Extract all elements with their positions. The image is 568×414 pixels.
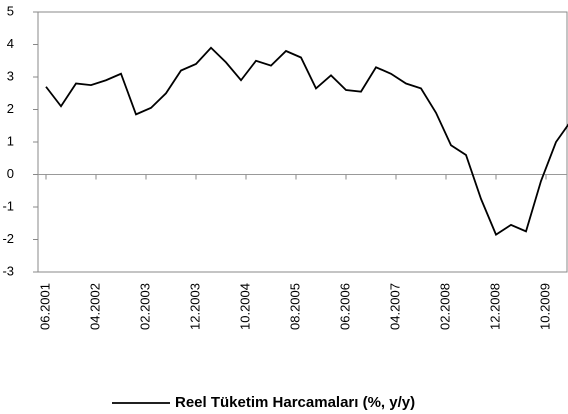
y-tick-label: -1 bbox=[2, 198, 14, 213]
x-tick-label: 12.2008 bbox=[487, 283, 502, 330]
x-tick-label: 02.2003 bbox=[137, 283, 152, 330]
y-tick-label: 4 bbox=[7, 36, 14, 51]
x-tick-label: 12.2003 bbox=[187, 283, 202, 330]
x-tick-label: 04.2002 bbox=[87, 283, 102, 330]
x-tick-label: 06.2006 bbox=[337, 283, 352, 330]
y-tick-label: 3 bbox=[7, 68, 14, 83]
y-tick-label: 2 bbox=[7, 101, 14, 116]
y-tick-label: -3 bbox=[2, 263, 14, 278]
y-tick-label: -2 bbox=[2, 231, 14, 246]
plot-frame bbox=[37, 11, 568, 273]
legend-text: Reel Tüketim Harcamaları (%, y/y) bbox=[175, 394, 415, 411]
y-tick-label: 5 bbox=[7, 3, 14, 18]
x-tick-label: 08.2005 bbox=[287, 283, 302, 330]
x-tick-label: 10.2009 bbox=[537, 283, 552, 330]
x-tick-label: 10.2004 bbox=[237, 283, 252, 330]
y-tick-label: 0 bbox=[7, 166, 14, 181]
y-tick-label: 1 bbox=[7, 133, 14, 148]
x-tick-label: 02.2008 bbox=[437, 283, 452, 330]
line-series bbox=[45, 46, 568, 236]
x-tick-label: 06.2001 bbox=[37, 283, 52, 330]
x-tick-label: 04.2007 bbox=[387, 283, 402, 330]
